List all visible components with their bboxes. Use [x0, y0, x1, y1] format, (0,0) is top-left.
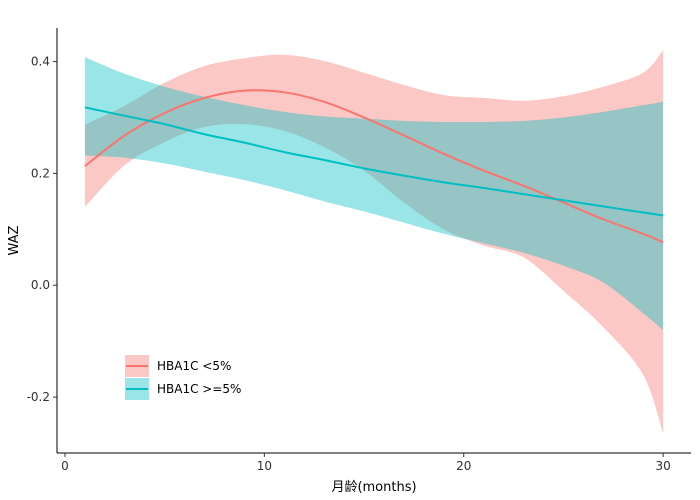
y-tick-label: 0.4 — [31, 55, 50, 69]
y-tick-label: 0.0 — [31, 278, 50, 292]
confidence-band-1 — [84, 50, 664, 434]
x-tick-label: 30 — [655, 459, 670, 473]
x-ticks: 0 10 20 30 — [61, 453, 671, 473]
series-lines — [84, 89, 664, 244]
y-ticks: -0.2 0.0 0.2 0.4 — [27, 55, 57, 404]
y-tick-label: -0.2 — [27, 390, 50, 404]
y-tick-label: 0.2 — [31, 166, 50, 180]
confidence-band-2 — [84, 57, 664, 330]
x-tick-label: 20 — [456, 459, 471, 473]
y-axis-title: WAZ — [7, 225, 22, 255]
series-line-1 — [84, 89, 664, 244]
x-tick-label: 10 — [257, 459, 272, 473]
x-tick-label: 0 — [61, 459, 69, 473]
legend-label-1: HBA1C <5% — [157, 359, 231, 373]
series-line-2 — [84, 106, 664, 217]
legend-label-2: HBA1C >=5% — [157, 382, 241, 396]
x-axis-title: 月龄(months) — [331, 480, 416, 495]
confidence-bands — [84, 50, 664, 434]
legend: HBA1C <5% HBA1C >=5% — [125, 355, 241, 400]
axes — [56, 28, 691, 454]
